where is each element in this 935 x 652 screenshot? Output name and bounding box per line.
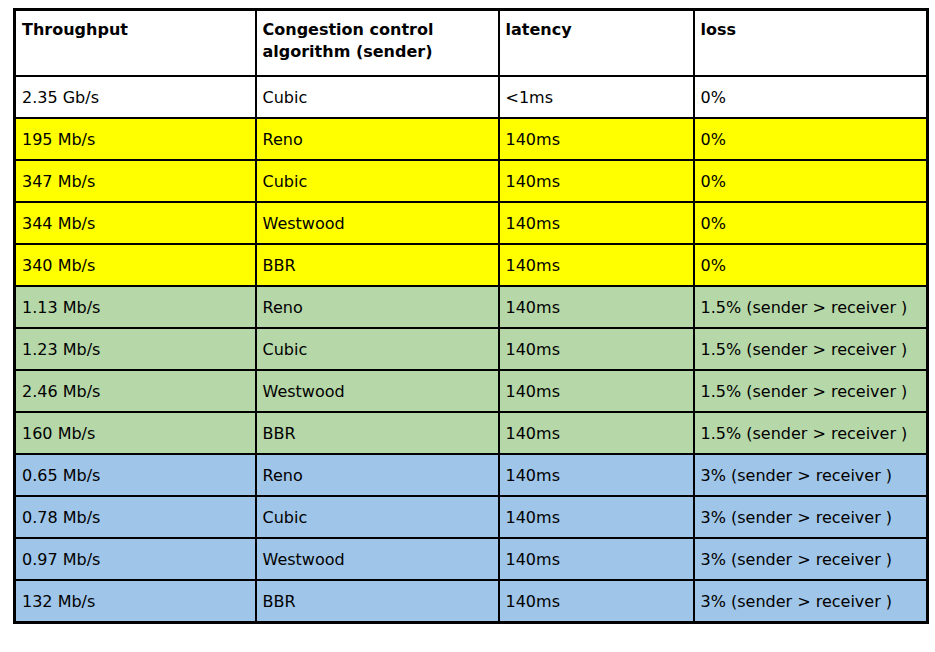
cell-loss: 3% (sender > receiver ) [694, 454, 928, 496]
cell-latency: 140ms [499, 580, 694, 623]
table-row: 2.35 Gb/sCubic<1ms0% [15, 76, 928, 118]
cell-algorithm: BBR [256, 244, 499, 286]
cell-loss: 0% [694, 202, 928, 244]
cell-algorithm: BBR [256, 580, 499, 623]
cell-latency: 140ms [499, 202, 694, 244]
cell-loss: 3% (sender > receiver ) [694, 580, 928, 623]
table-row: 0.78 Mb/sCubic140ms3% (sender > receiver… [15, 496, 928, 538]
cell-throughput: 344 Mb/s [15, 202, 256, 244]
cell-loss: 0% [694, 118, 928, 160]
cell-algorithm: Westwood [256, 538, 499, 580]
cell-loss: 3% (sender > receiver ) [694, 496, 928, 538]
cell-algorithm: Reno [256, 286, 499, 328]
table-header: Throughput Congestion control algorithm … [15, 10, 928, 77]
table-row: 160 Mb/sBBR140ms1.5% (sender > receiver … [15, 412, 928, 454]
table-row: 344 Mb/sWestwood140ms0% [15, 202, 928, 244]
cell-latency: 140ms [499, 244, 694, 286]
cell-throughput: 160 Mb/s [15, 412, 256, 454]
cell-latency: 140ms [499, 286, 694, 328]
cell-algorithm: Cubic [256, 160, 499, 202]
cell-throughput: 195 Mb/s [15, 118, 256, 160]
table-body: 2.35 Gb/sCubic<1ms0%195 Mb/sReno140ms0%3… [15, 76, 928, 623]
column-header-latency: latency [499, 10, 694, 77]
cell-latency: <1ms [499, 76, 694, 118]
cell-loss: 0% [694, 244, 928, 286]
cell-throughput: 1.13 Mb/s [15, 286, 256, 328]
cell-throughput: 0.78 Mb/s [15, 496, 256, 538]
cell-throughput: 132 Mb/s [15, 580, 256, 623]
cell-algorithm: Reno [256, 454, 499, 496]
cell-latency: 140ms [499, 328, 694, 370]
cell-throughput: 347 Mb/s [15, 160, 256, 202]
cell-algorithm: Cubic [256, 496, 499, 538]
cell-throughput: 340 Mb/s [15, 244, 256, 286]
cell-algorithm: Westwood [256, 370, 499, 412]
table-row: 0.65 Mb/sReno140ms3% (sender > receiver … [15, 454, 928, 496]
document-page: Throughput Congestion control algorithm … [0, 0, 935, 652]
cell-algorithm: Reno [256, 118, 499, 160]
cell-algorithm: Westwood [256, 202, 499, 244]
cell-latency: 140ms [499, 160, 694, 202]
cell-algorithm: Cubic [256, 328, 499, 370]
cell-latency: 140ms [499, 496, 694, 538]
cell-throughput: 2.46 Mb/s [15, 370, 256, 412]
results-table: Throughput Congestion control algorithm … [13, 8, 929, 624]
table-row: 132 Mb/sBBR140ms3% (sender > receiver ) [15, 580, 928, 623]
cell-latency: 140ms [499, 118, 694, 160]
column-header-loss: loss [694, 10, 928, 77]
cell-loss: 1.5% (sender > receiver ) [694, 328, 928, 370]
cell-throughput: 0.65 Mb/s [15, 454, 256, 496]
table-row: 1.13 Mb/sReno140ms1.5% (sender > receive… [15, 286, 928, 328]
cell-latency: 140ms [499, 370, 694, 412]
cell-latency: 140ms [499, 412, 694, 454]
cell-loss: 3% (sender > receiver ) [694, 538, 928, 580]
cell-loss: 1.5% (sender > receiver ) [694, 412, 928, 454]
header-row: Throughput Congestion control algorithm … [15, 10, 928, 77]
cell-throughput: 2.35 Gb/s [15, 76, 256, 118]
cell-algorithm: Cubic [256, 76, 499, 118]
cell-loss: 1.5% (sender > receiver ) [694, 370, 928, 412]
cell-throughput: 0.97 Mb/s [15, 538, 256, 580]
cell-algorithm: BBR [256, 412, 499, 454]
cell-latency: 140ms [499, 538, 694, 580]
column-header-throughput: Throughput [15, 10, 256, 77]
cell-loss: 0% [694, 76, 928, 118]
table-row: 347 Mb/sCubic140ms0% [15, 160, 928, 202]
table-row: 0.97 Mb/sWestwood140ms3% (sender > recei… [15, 538, 928, 580]
column-header-algorithm: Congestion control algorithm (sender) [256, 10, 499, 77]
cell-latency: 140ms [499, 454, 694, 496]
cell-loss: 0% [694, 160, 928, 202]
cell-throughput: 1.23 Mb/s [15, 328, 256, 370]
table-row: 195 Mb/sReno140ms0% [15, 118, 928, 160]
cell-loss: 1.5% (sender > receiver ) [694, 286, 928, 328]
table-row: 340 Mb/sBBR140ms0% [15, 244, 928, 286]
table-row: 1.23 Mb/sCubic140ms1.5% (sender > receiv… [15, 328, 928, 370]
table-row: 2.46 Mb/sWestwood140ms1.5% (sender > rec… [15, 370, 928, 412]
